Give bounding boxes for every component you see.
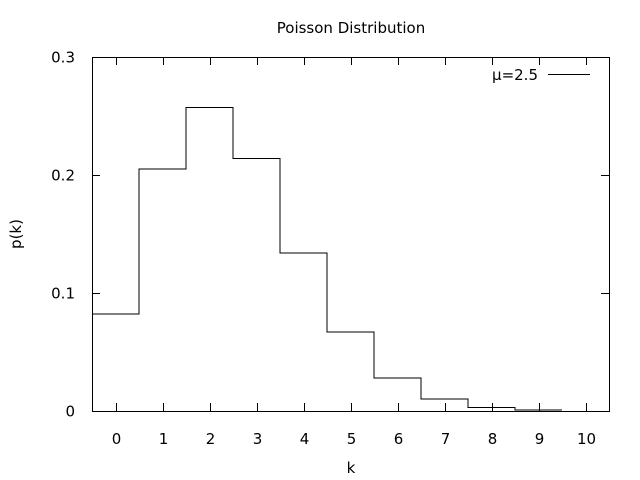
x-tick-label-5: 5 <box>347 430 357 448</box>
series-line-0 <box>92 107 562 411</box>
legend-label: μ=2.5 <box>492 66 538 84</box>
x-tick-label-9: 9 <box>535 430 545 448</box>
legend: μ=2.5 <box>492 66 590 84</box>
x-tick-label-3: 3 <box>253 430 263 448</box>
x-tick-label-1: 1 <box>159 430 169 448</box>
x-tick-label-6: 6 <box>394 430 404 448</box>
x-tick-label-0: 0 <box>112 430 122 448</box>
x-tick-label-8: 8 <box>488 430 498 448</box>
chart-title: Poisson Distribution <box>277 19 425 37</box>
y-tick-label-3: 0.3 <box>51 49 75 67</box>
y-axis-label: p(k) <box>7 219 25 249</box>
y-tick-label-2: 0.2 <box>51 167 75 185</box>
y-axis: 0 0.1 0.2 0.3 <box>51 49 609 421</box>
x-axis-label: k <box>347 459 356 477</box>
y-tick-label-0: 0 <box>65 403 75 421</box>
x-tick-label-7: 7 <box>441 430 451 448</box>
plot-area-frame <box>92 57 610 412</box>
series-layer <box>92 107 562 411</box>
x-tick-label-2: 2 <box>206 430 216 448</box>
x-tick-label-4: 4 <box>300 430 310 448</box>
x-axis: 0 1 2 3 4 5 6 7 8 9 10 <box>112 57 596 448</box>
y-tick-label-1: 0.1 <box>51 285 75 303</box>
x-tick-label-10: 10 <box>577 430 596 448</box>
